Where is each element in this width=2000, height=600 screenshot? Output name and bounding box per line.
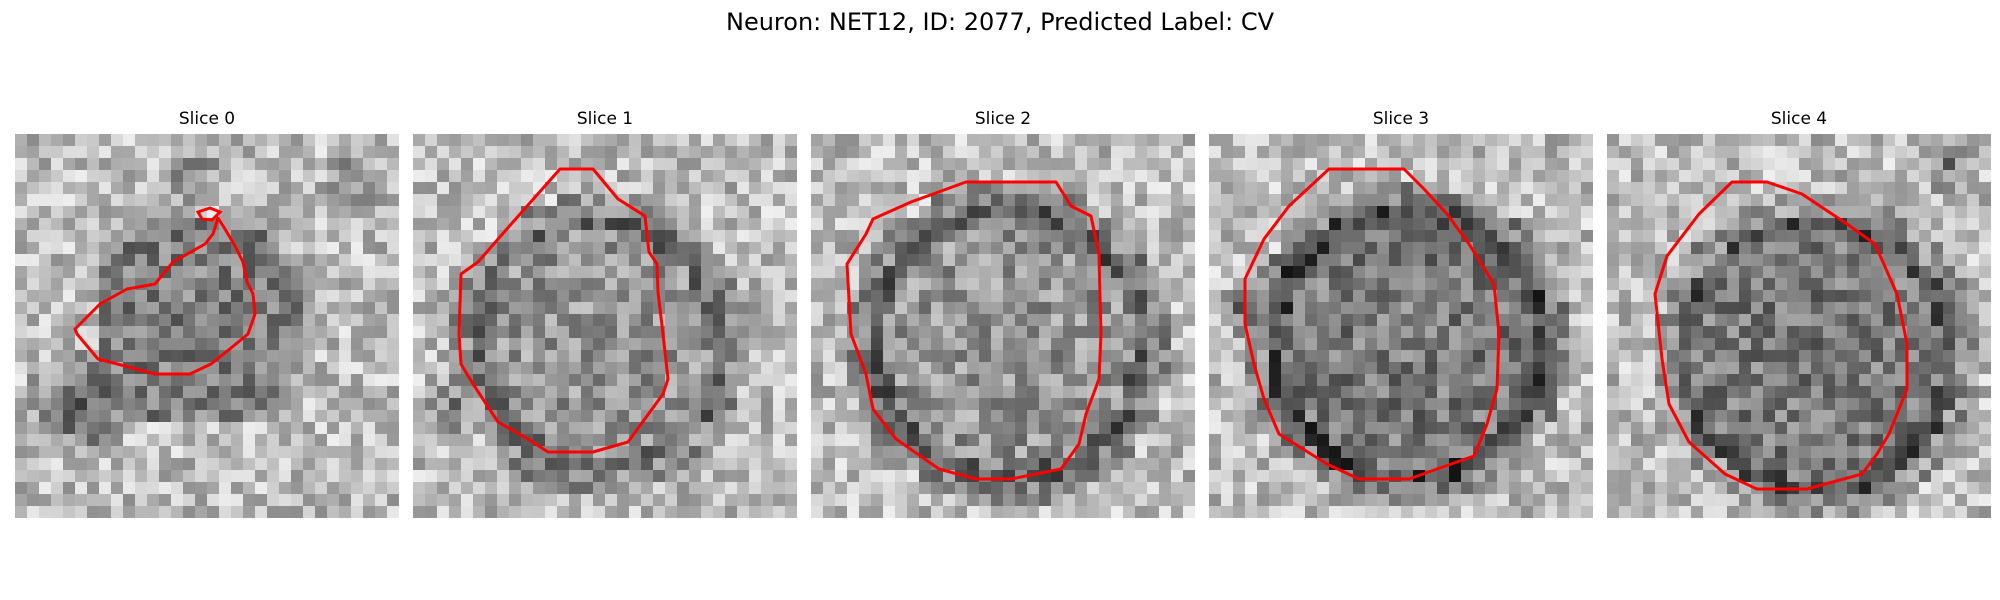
contour-outline bbox=[1243, 167, 1501, 481]
pixel-grid bbox=[1607, 134, 1991, 518]
slice-title: Slice 3 bbox=[1372, 109, 1430, 129]
slice-image bbox=[1209, 134, 1593, 518]
slice-title: Slice 2 bbox=[974, 109, 1032, 129]
slice-panel-0: Slice 0 bbox=[15, 108, 399, 522]
slice-image bbox=[1607, 134, 1991, 518]
slice-panel-3: Slice 3 bbox=[1209, 108, 1593, 522]
contour-outline bbox=[195, 206, 223, 222]
slice-panel-4: Slice 4 bbox=[1607, 108, 1991, 522]
pixel-grid bbox=[811, 134, 1195, 518]
slice-title: Slice 0 bbox=[178, 109, 236, 129]
figure-title: Neuron: NET12, ID: 2077, Predicted Label… bbox=[726, 8, 1274, 36]
pixel-grid bbox=[1209, 134, 1593, 518]
contour-outline bbox=[73, 216, 257, 376]
slice-title: Slice 4 bbox=[1770, 109, 1828, 129]
slice-image bbox=[15, 134, 399, 518]
pixel-grid bbox=[413, 134, 797, 518]
contour-outline bbox=[457, 167, 670, 454]
slice-image bbox=[413, 134, 797, 518]
contour-outline bbox=[845, 180, 1103, 481]
contour-outline bbox=[1653, 180, 1909, 491]
slice-title: Slice 1 bbox=[576, 109, 634, 129]
contour-group bbox=[73, 206, 257, 376]
pixel-grid bbox=[15, 134, 399, 518]
slice-image bbox=[811, 134, 1195, 518]
slice-panel-2: Slice 2 bbox=[811, 108, 1195, 522]
slice-panel-1: Slice 1 bbox=[413, 108, 797, 522]
